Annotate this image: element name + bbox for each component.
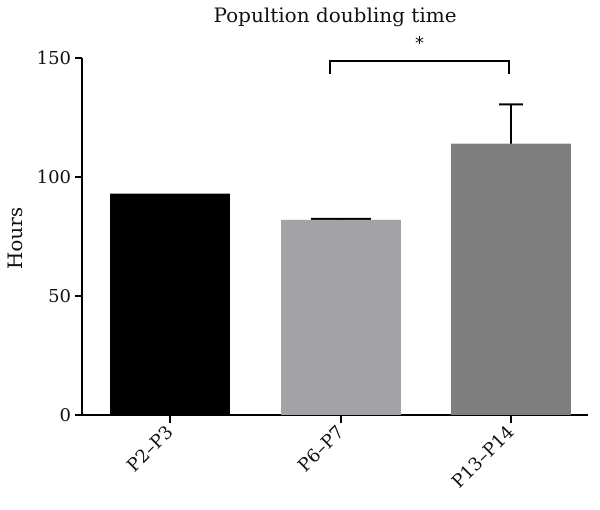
- y-tick-label: 50: [48, 286, 71, 307]
- bar-1: [110, 193, 230, 415]
- significance-bracket-line: [329, 60, 510, 74]
- x-tick-label: P13–P14: [448, 422, 519, 493]
- y-tick-label: 100: [37, 167, 71, 188]
- x-ticks: P2–P3 P6–P7 P13–P14: [123, 415, 519, 492]
- x-tick-label: P6–P7: [294, 422, 349, 477]
- bar-2: [281, 219, 401, 415]
- bar-3: [451, 143, 571, 415]
- chart-title: Popultion doubling time: [213, 3, 456, 27]
- y-tick-label: 150: [37, 48, 71, 69]
- y-ticks: 0 50 100 150: [37, 48, 82, 426]
- y-axis-label: Hours: [3, 207, 27, 269]
- x-tick-label: P2–P3: [123, 422, 178, 477]
- error-bars: [311, 103, 523, 220]
- bars: [110, 143, 571, 415]
- significance-bracket: *: [329, 33, 510, 74]
- significance-star: *: [415, 33, 424, 54]
- y-tick-label: 0: [60, 405, 71, 426]
